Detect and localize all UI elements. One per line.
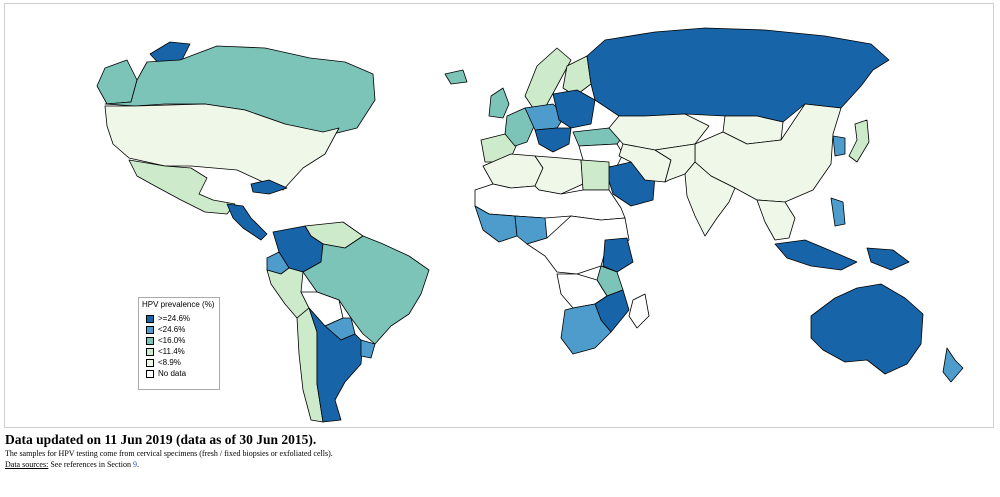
legend-label: <11.4% (158, 347, 185, 356)
region-cuba (250, 179, 288, 195)
legend-swatch (146, 358, 154, 367)
legend-item-lt-11-4: <11.4% (146, 346, 216, 357)
region-libya (534, 155, 584, 195)
region-argentina (308, 307, 364, 423)
legend-item-lt-8-9: <8.9% (146, 357, 216, 368)
caption-note: The samples for HPV testing come from ce… (5, 449, 333, 458)
region-alaska (96, 59, 138, 105)
region-egypt (580, 159, 610, 191)
region-mexico (128, 159, 236, 215)
caption-sources: Data sources: See references in Section … (5, 459, 995, 470)
map-legend: HPV prevalence (%) >=24.6% <24.6% <16.0%… (138, 297, 220, 390)
region-brazil (302, 235, 430, 345)
region-india (684, 161, 736, 237)
region-kenya (602, 237, 634, 273)
legend-label: <24.6% (158, 325, 186, 334)
region-uk-ireland (488, 87, 510, 119)
caption: Data updated on 11 Jun 2019 (data as of … (5, 431, 995, 470)
legend-swatch (146, 347, 154, 356)
legend-item-lt-24-6: <24.6% (146, 324, 216, 335)
region-south-africa (560, 303, 612, 355)
region-madagascar (628, 293, 650, 329)
section-link[interactable]: 9 (132, 460, 137, 469)
region-new-zealand (942, 347, 964, 383)
legend-label: <8.9% (158, 358, 181, 367)
region-central-europe (524, 103, 566, 131)
map-frame: HPV prevalence (%) >=24.6% <24.6% <16.0%… (4, 3, 994, 428)
legend-label: >=24.6% (158, 314, 191, 323)
world-map (96, 27, 964, 423)
caption-title: Data updated on 11 Jun 2019 (data as of … (5, 432, 317, 447)
region-indonesia (774, 239, 858, 271)
region-balkans (534, 127, 572, 153)
region-eastern-europe (552, 89, 596, 129)
data-sources-link[interactable]: Data sources: (5, 460, 49, 469)
region-korea (832, 135, 846, 157)
region-philippines (830, 197, 846, 227)
region-japan (848, 119, 870, 163)
region-australia (810, 283, 924, 375)
legend-item-ge-24-6: >=24.6% (146, 313, 216, 324)
legend-item-lt-16-0: <16.0% (146, 335, 216, 346)
region-new-guinea (866, 247, 910, 271)
legend-swatch (146, 325, 154, 334)
legend-title: HPV prevalence (%) (142, 300, 215, 309)
region-united-states (104, 103, 340, 191)
legend-item-no-data: No data (146, 368, 216, 379)
legend-swatch (146, 369, 154, 378)
legend-swatch (146, 336, 154, 345)
region-central-america (226, 203, 268, 241)
sources-text: See references in Section (48, 460, 133, 469)
region-finland (562, 55, 592, 97)
legend-label: No data (158, 369, 187, 378)
region-southeast-asia (756, 199, 796, 241)
region-iceland (444, 69, 468, 85)
legend-swatch (146, 314, 154, 323)
legend-label: <16.0% (158, 336, 186, 345)
region-uruguay (360, 339, 376, 359)
region-russia (586, 27, 890, 123)
sources-end: . (136, 460, 139, 469)
region-south-asia (654, 143, 696, 183)
